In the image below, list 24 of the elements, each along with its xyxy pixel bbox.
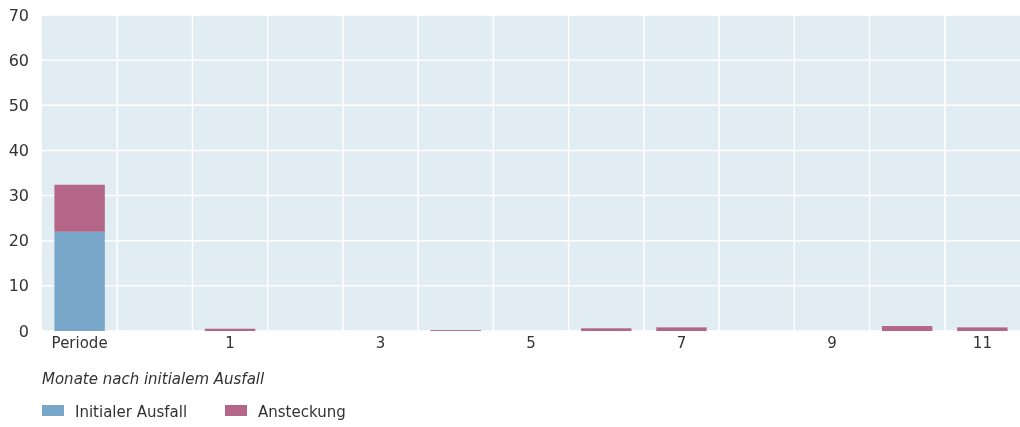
bar [54, 231, 105, 331]
x-tick-label: Periode [51, 334, 108, 352]
legend-label: Ansteckung [258, 403, 346, 421]
bar [581, 328, 632, 331]
y-tick-label: 70 [8, 5, 29, 25]
x-axis-title: Monate nach initialem Ausfall [42, 370, 265, 388]
y-tick-label: 30 [8, 186, 29, 206]
x-tick-label: 11 [972, 334, 992, 352]
y-tick-label: 10 [8, 276, 29, 296]
bar [881, 326, 933, 331]
x-tick-label: 5 [526, 334, 536, 352]
x-tick-label: 1 [225, 334, 235, 352]
y-tick-label: 50 [8, 95, 29, 115]
y-tick-label: 0 [18, 321, 29, 341]
legend-label: Initialer Ausfall [75, 403, 188, 421]
x-tick-label: 3 [375, 334, 386, 352]
x-tick-label: 9 [827, 334, 837, 352]
bar [54, 184, 105, 232]
bar [656, 327, 707, 331]
y-tick-label: 60 [8, 50, 29, 70]
x-tick-label: 7 [676, 334, 687, 352]
y-tick-label: 40 [8, 141, 29, 161]
bar [957, 327, 1008, 331]
y-tick-label: 20 [8, 231, 29, 251]
